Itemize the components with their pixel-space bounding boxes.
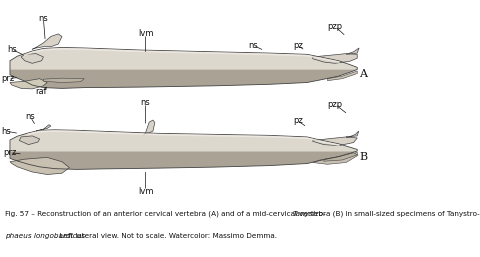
Text: pz: pz (293, 116, 303, 125)
Text: A: A (359, 69, 367, 79)
Text: . Left lateral view. Not to scale. Watercolor: Massimo Demma.: . Left lateral view. Not to scale. Water… (55, 233, 277, 239)
Polygon shape (10, 130, 357, 169)
Polygon shape (21, 54, 43, 63)
Polygon shape (327, 71, 357, 81)
Text: prz: prz (1, 74, 15, 83)
Polygon shape (324, 153, 357, 161)
Text: Fig. 57 – Reconstruction of an anterior cervical vertebra (A) and of a mid-cervi: Fig. 57 – Reconstruction of an anterior … (5, 210, 480, 217)
Polygon shape (312, 137, 357, 146)
Text: ns: ns (25, 113, 36, 122)
Polygon shape (36, 125, 51, 131)
Text: hs: hs (1, 126, 11, 135)
Polygon shape (10, 157, 70, 175)
Text: ns: ns (248, 41, 258, 50)
Polygon shape (144, 120, 155, 134)
Polygon shape (43, 78, 84, 82)
Polygon shape (19, 136, 40, 145)
Text: pzp: pzp (327, 22, 343, 31)
Polygon shape (346, 131, 359, 137)
Polygon shape (10, 48, 357, 88)
Polygon shape (32, 34, 62, 49)
Polygon shape (10, 151, 357, 169)
Text: prz: prz (3, 148, 17, 157)
Text: lvm: lvm (138, 29, 153, 39)
Text: hs: hs (7, 45, 17, 54)
Text: lvm: lvm (138, 187, 153, 196)
Text: raf: raf (36, 87, 48, 96)
Polygon shape (346, 48, 359, 54)
Text: ns: ns (141, 98, 150, 107)
Text: pzp: pzp (327, 100, 343, 109)
Text: ns: ns (38, 14, 48, 23)
Text: B: B (359, 152, 367, 162)
Polygon shape (10, 79, 47, 89)
Polygon shape (312, 152, 358, 164)
Polygon shape (10, 69, 357, 88)
Text: pz: pz (293, 41, 303, 50)
Polygon shape (312, 54, 357, 63)
Polygon shape (10, 48, 357, 88)
Text: Tanystro-: Tanystro- (293, 210, 326, 217)
Text: phaeus longobardicus: phaeus longobardicus (5, 233, 85, 239)
